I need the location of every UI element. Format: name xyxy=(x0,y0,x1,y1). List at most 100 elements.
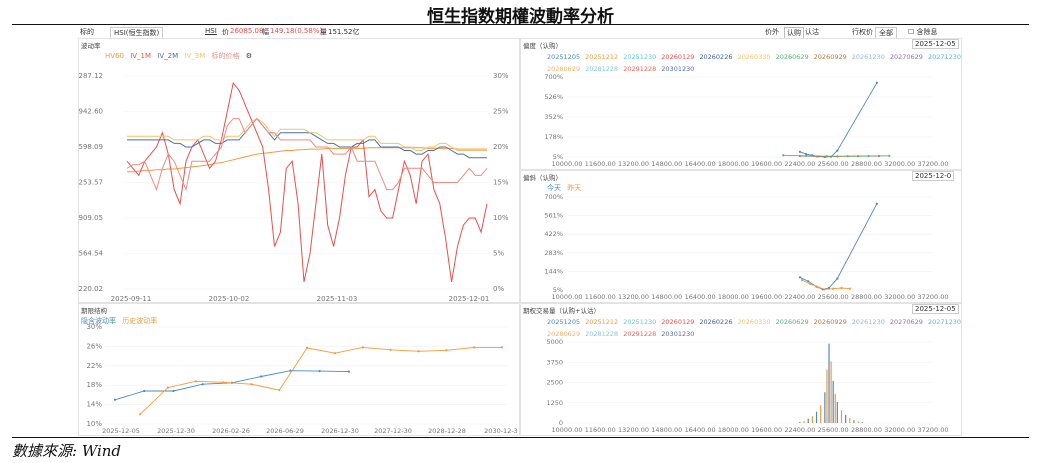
legend-expiry-20271230[interactable]: 20271230 xyxy=(927,318,962,326)
smile-x-tick: 28800.00 xyxy=(851,293,882,301)
oi-y-tick: 5000 xyxy=(546,338,563,346)
term-point xyxy=(278,388,281,392)
oi-bar xyxy=(799,422,801,423)
legend-expiry-20251212[interactable]: 20251212 xyxy=(585,318,619,326)
tab-otm[interactable]: 价外 xyxy=(765,28,779,36)
smile-point xyxy=(832,287,835,290)
smile-series-今天 xyxy=(799,203,878,290)
vol-y-left-tick: 5220.02 xyxy=(79,285,103,293)
legend-expiry-20260226[interactable]: 20260226 xyxy=(699,318,733,326)
skew-point xyxy=(875,81,878,84)
legend-expiry-20270629[interactable]: 20270629 xyxy=(889,318,923,326)
oi-x-tick: 37200.00 xyxy=(917,426,948,434)
legend-yesterday[interactable]: 昨天 xyxy=(567,184,582,192)
vol-y-right-tick: 25% xyxy=(493,108,509,116)
smile-legend: 今天 昨天 xyxy=(547,183,585,193)
legend-expiry-20251230[interactable]: 20251230 xyxy=(623,318,657,326)
term-x-tick: 2030-12-3 xyxy=(484,427,518,435)
legend-iv1m[interactable]: IV_1M xyxy=(130,52,152,60)
term-x-tick: 2026-12-30 xyxy=(321,427,359,435)
legend-expiry-20260226[interactable]: 20260226 xyxy=(699,53,733,61)
price-label: 价 xyxy=(222,28,229,36)
legend-expiry-20260129[interactable]: 20260129 xyxy=(661,318,695,326)
legend-expiry-20251230[interactable]: 20251230 xyxy=(623,53,657,61)
legend-implied[interactable]: 隐含波动率 xyxy=(81,317,116,325)
vol-y-left-tick: 6253.57 xyxy=(79,179,103,187)
oi-date-picker[interactable]: 2025-12-05 xyxy=(912,304,959,314)
legend-iv2m[interactable]: IV_2M xyxy=(157,52,179,60)
term-y-tick: 10% xyxy=(86,420,102,428)
smile-x-tick: 14800.00 xyxy=(651,293,682,301)
legend-expiry-20280629[interactable]: 20280629 xyxy=(547,65,581,73)
expired-checkbox[interactable]: ☐ 含除息 xyxy=(908,28,938,36)
legend-expiry-20260129[interactable]: 20260129 xyxy=(661,53,695,61)
legend-expiry-20261230[interactable]: 20261230 xyxy=(851,53,885,61)
vol-x-tick: 2025-12-01 xyxy=(449,295,490,302)
oi-y-tick: 1250 xyxy=(546,399,563,407)
term-x-tick: 2028-12-28 xyxy=(428,427,466,435)
vol-y-right-tick: 30% xyxy=(493,72,509,80)
legend-expiry-20251205[interactable]: 20251205 xyxy=(547,53,581,61)
legend-expiry-20271230[interactable]: 20271230 xyxy=(927,53,962,61)
vol-chart: 7287.12 6942.60 6598.09 6253.57 5909.05 5564.… xyxy=(79,72,509,302)
term-x-tick: 2025-12-05 xyxy=(102,427,140,435)
smile-point xyxy=(809,282,812,286)
skew-date-picker[interactable]: 2025-12-05 xyxy=(912,39,959,49)
skew-x-tick: 11600.00 xyxy=(585,160,616,168)
term-point xyxy=(138,413,142,416)
oi-x-tick: 13200.00 xyxy=(618,426,649,434)
change-value: 149.18(0.58%) xyxy=(270,27,323,35)
gear-icon[interactable]: ⚙ xyxy=(245,52,252,60)
legend-expiry-20260330[interactable]: 20260330 xyxy=(737,318,771,326)
tab-put[interactable]: 认沽 xyxy=(805,28,819,36)
legend-expiry-20301230[interactable]: 20301230 xyxy=(661,330,695,338)
legend-historical[interactable]: 历史波动率 xyxy=(122,317,158,325)
smile-point xyxy=(798,276,802,279)
amount-value: 151.52亿 xyxy=(328,28,360,36)
toolbar: 标的 HSI(恒生指数) HSI 价 26085.08 幅 149.18(0.5… xyxy=(80,27,1030,39)
oi-bar xyxy=(826,369,828,423)
smile-x-tick: 37200.00 xyxy=(917,293,948,301)
oi-bar xyxy=(836,401,838,423)
code-link[interactable]: HSI xyxy=(205,27,217,35)
legend-expiry-20280629[interactable]: 20280629 xyxy=(547,330,581,338)
smile-chart: 700% 561% 422% 283% 144% 5%10000.00 11600.00 13… xyxy=(544,193,948,301)
legend-expiry-20260929[interactable]: 20260929 xyxy=(813,318,847,326)
legend-expiry-20281228[interactable]: 20281228 xyxy=(585,65,619,73)
term-point xyxy=(361,346,364,349)
legend-price[interactable]: 标的价格 xyxy=(211,52,240,60)
legend-expiry-20291228[interactable]: 20291228 xyxy=(623,330,657,338)
smile-point xyxy=(875,202,878,205)
skew-y-tick: 5% xyxy=(553,153,563,161)
legend-expiry-20260330[interactable]: 20260330 xyxy=(737,53,771,61)
legend-expiry-20260629[interactable]: 20260629 xyxy=(775,53,809,61)
smile-date-picker[interactable]: 2025-12-0 xyxy=(912,171,955,181)
legend-expiry-20261230[interactable]: 20261230 xyxy=(851,318,885,326)
legend-expiry-20260629[interactable]: 20260629 xyxy=(775,318,809,326)
legend-today[interactable]: 今天 xyxy=(547,184,561,192)
oi-bar xyxy=(824,392,826,423)
legend-expiry-20291228[interactable]: 20291228 xyxy=(623,65,657,73)
legend-hv60[interactable]: HV60 xyxy=(105,52,124,60)
oi-bar xyxy=(830,361,832,423)
underlying-label: 标的 xyxy=(80,28,94,36)
legend-iv3m[interactable]: IV_3M xyxy=(184,52,206,60)
legend-expiry-20260929[interactable]: 20260929 xyxy=(813,53,847,61)
legend-expiry-20251212[interactable]: 20251212 xyxy=(585,53,619,61)
legend-expiry-20251205[interactable]: 20251205 xyxy=(547,318,581,326)
legend-expiry-20281228[interactable]: 20281228 xyxy=(585,330,619,338)
legend-expiry-20270629[interactable]: 20270629 xyxy=(889,53,923,61)
top-rule xyxy=(12,24,1029,25)
vol-y-right-tick: 20% xyxy=(493,143,509,151)
expired-label: 含除息 xyxy=(916,28,938,36)
legend-expiry-20301230[interactable]: 20301230 xyxy=(661,65,695,73)
smile-x-tick: 18000.00 xyxy=(718,293,749,301)
price-value: 26085.08 xyxy=(230,27,264,35)
vol-series-IV_3M xyxy=(127,118,487,151)
skew-point xyxy=(805,153,808,156)
term-point xyxy=(417,350,420,353)
skew-point xyxy=(798,150,802,153)
skew-x-tick: 10000.00 xyxy=(551,160,582,168)
term-point xyxy=(473,346,476,349)
skew-x-tick: 25600.00 xyxy=(818,160,849,168)
